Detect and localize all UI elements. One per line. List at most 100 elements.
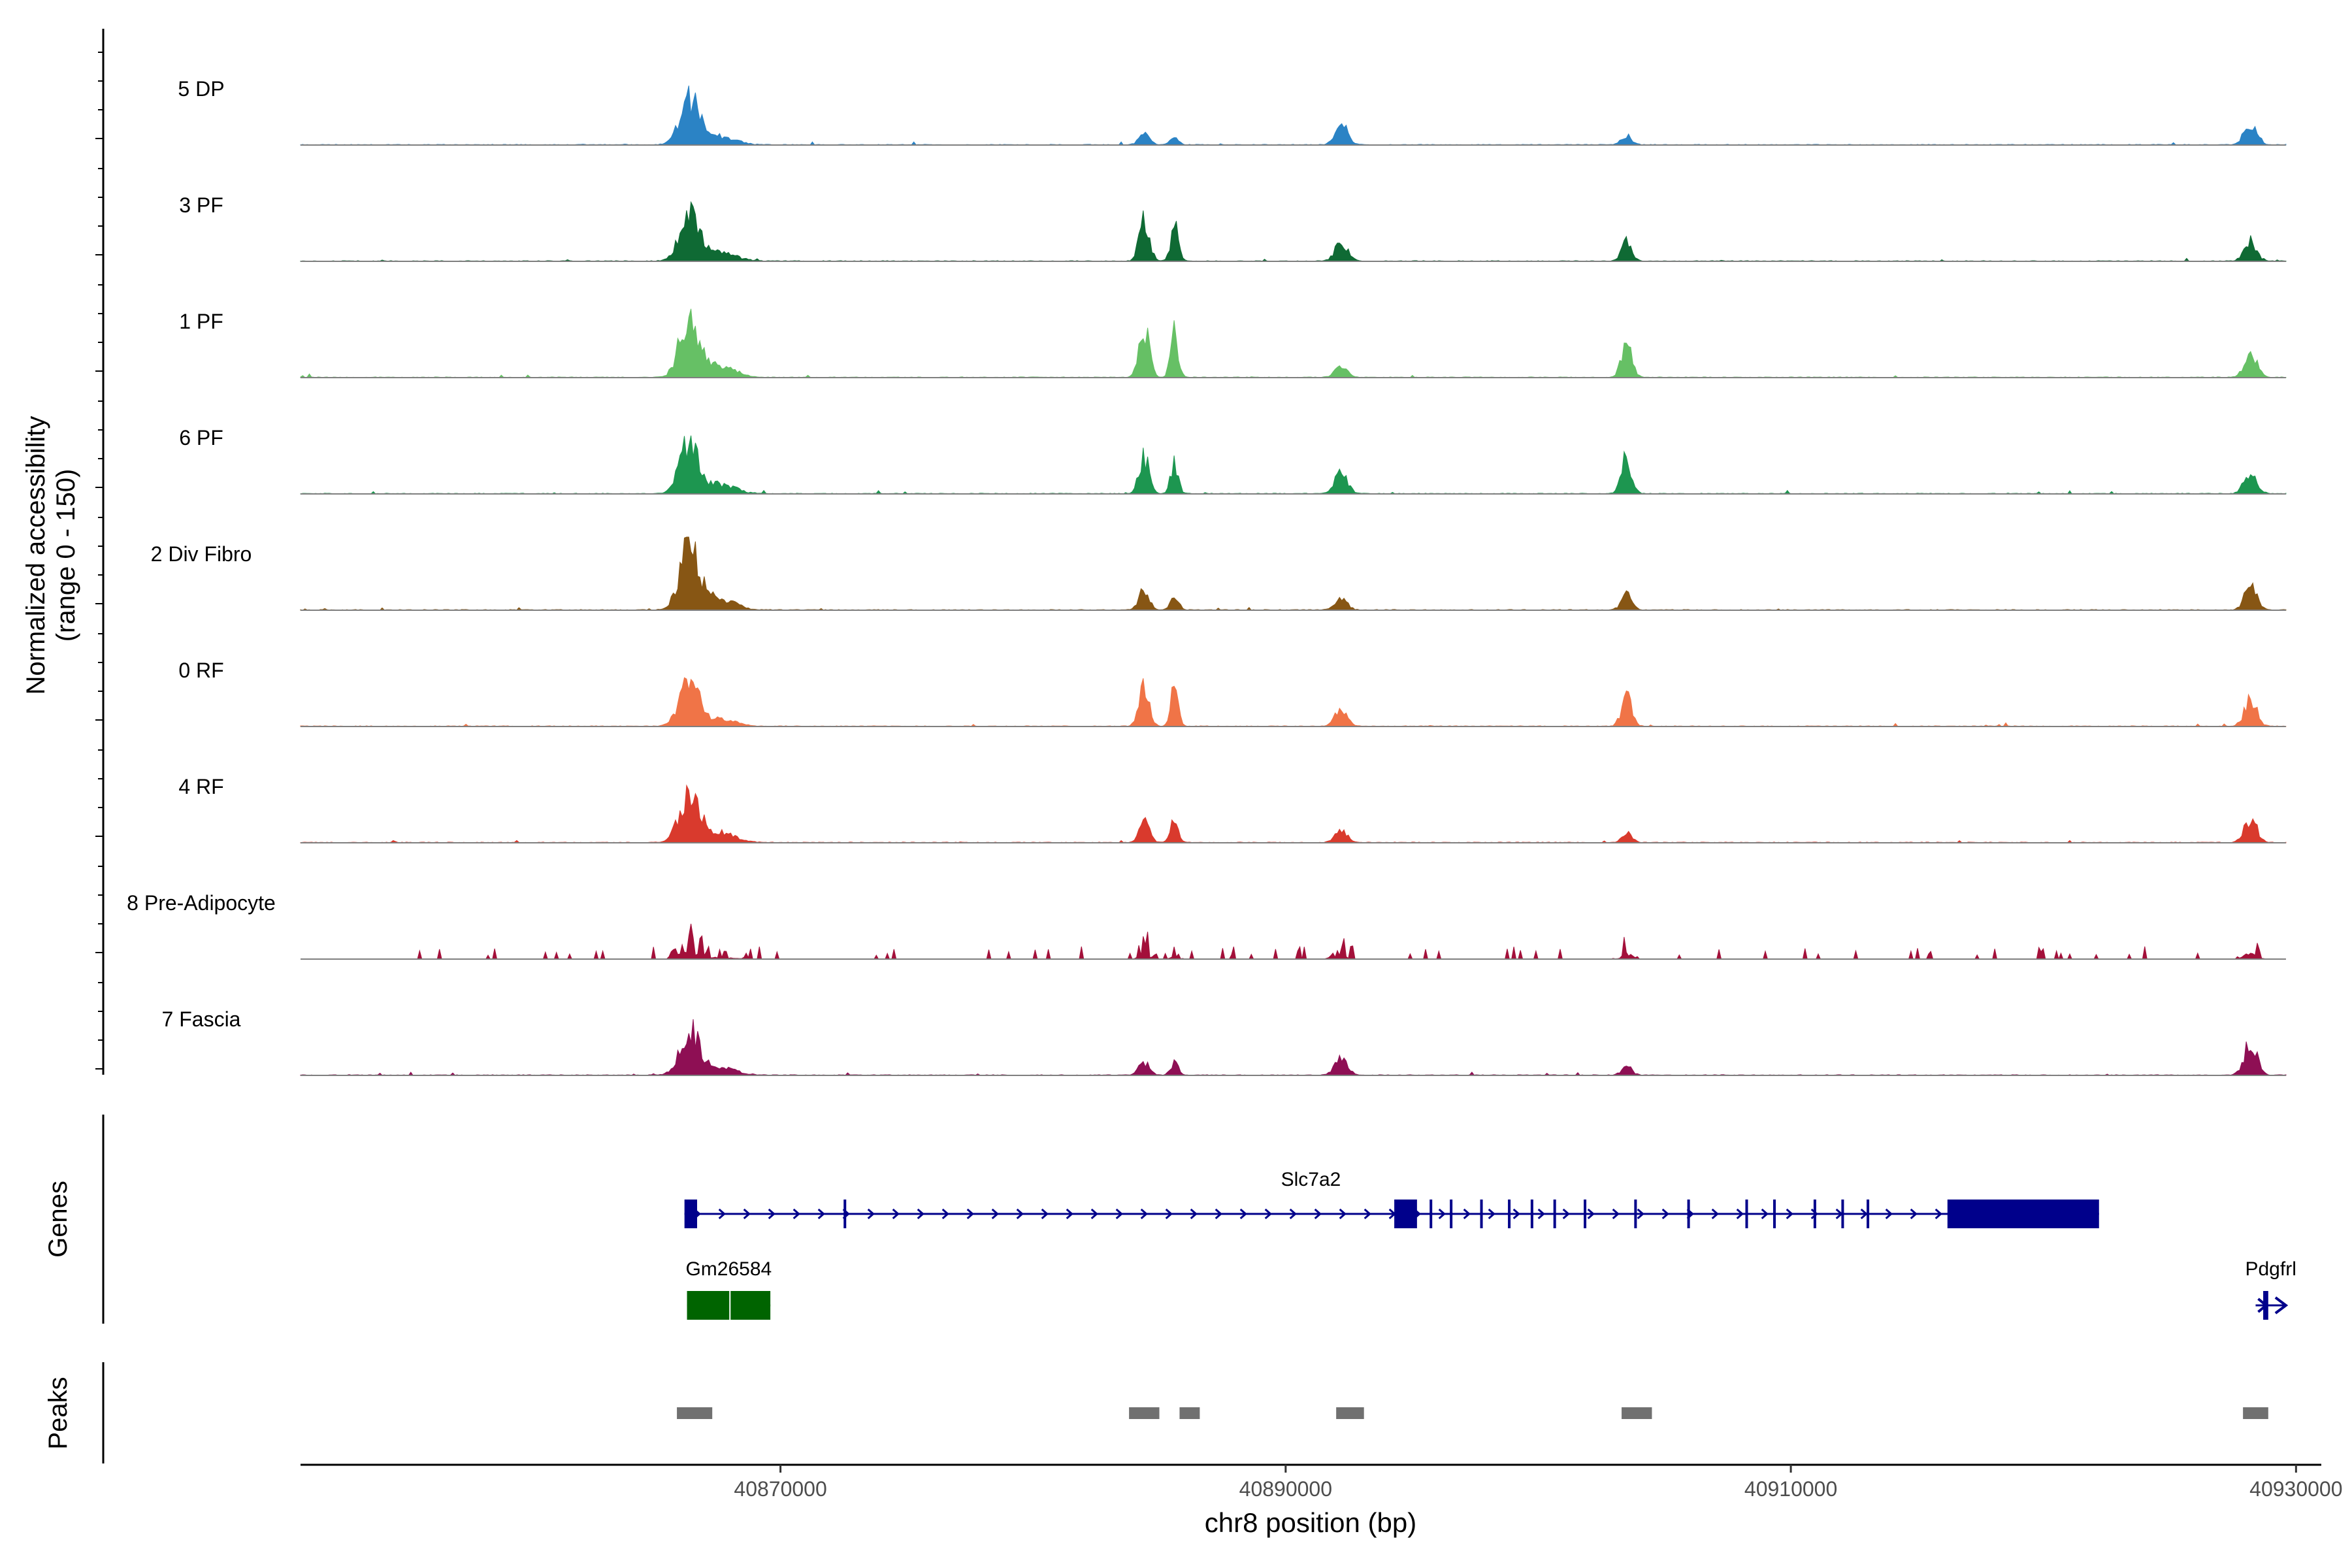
strand-arrow [2274, 1296, 2289, 1315]
strand-arrow [1165, 1208, 1173, 1220]
coverage-panel-ticks [95, 52, 103, 1070]
strand-arrow [1661, 1208, 1669, 1220]
coverage-area-1-pf [300, 308, 2287, 378]
track-label: 6 PF [179, 426, 223, 449]
strand-arrow [768, 1208, 776, 1220]
gene-exon [1634, 1200, 1637, 1228]
strand-arrow [1910, 1208, 1918, 1220]
gene-exon [1530, 1200, 1533, 1228]
track-4-rf: 4 RF [178, 775, 2287, 843]
strand-arrow [1786, 1208, 1793, 1220]
peak-region [1179, 1407, 1200, 1419]
peak-regions [677, 1407, 2268, 1419]
x-axis-title: chr8 position (bp) [1205, 1507, 1417, 1538]
track-5-dp: 5 DP [178, 77, 2287, 146]
strand-arrow [1612, 1208, 1620, 1220]
gene-slc7a2: Slc7a2 [684, 1169, 2099, 1228]
strand-arrow [1935, 1208, 1942, 1220]
strand-arrow [1364, 1208, 1371, 1220]
coverage-area-3-pf [300, 201, 2287, 262]
strand-arrow [1587, 1208, 1595, 1220]
gene-label: Gm26584 [685, 1258, 772, 1280]
coverage-area-5-dp [300, 85, 2287, 146]
strand-arrow [1264, 1208, 1272, 1220]
strand-arrow [2257, 1298, 2268, 1313]
strand-arrow [1066, 1208, 1073, 1220]
strand-arrow [718, 1208, 726, 1220]
track-label: 0 RF [178, 659, 223, 682]
track-label: 2 Div Fibro [151, 542, 252, 566]
peak-region [1336, 1407, 1364, 1419]
gene-exon [843, 1200, 847, 1228]
peak-region [1129, 1407, 1160, 1419]
track-6-pf: 6 PF [179, 426, 2287, 495]
track-1-pf: 1 PF [179, 308, 2287, 378]
y-axis-title: Normalized accessibility(range 0 - 150) [22, 416, 80, 695]
peaks-panel-label: Peaks [44, 1377, 73, 1449]
strand-arrow [1736, 1208, 1744, 1220]
strand-arrow [966, 1208, 974, 1220]
track-label: 4 RF [178, 775, 223, 798]
gene-exon [1394, 1200, 1417, 1228]
gene-label: Slc7a2 [1281, 1169, 1341, 1190]
coverage-area-6-pf [300, 435, 2287, 495]
x-tick-label: 40890000 [1239, 1477, 1332, 1501]
strand-arrow [1562, 1208, 1570, 1220]
strand-arrow [1016, 1208, 1024, 1220]
strand-arrow [1289, 1208, 1297, 1220]
coverage-area-0-rf [300, 677, 2287, 727]
gene-exon [1584, 1200, 1587, 1228]
strand-arrow [1215, 1208, 1222, 1220]
x-axis-ticks: 40870000 40890000 40910000 40930000 [734, 1465, 2343, 1501]
gene-exon [1813, 1200, 1816, 1228]
gene-exon [687, 1291, 771, 1320]
strand-arrow [917, 1208, 924, 1220]
x-tick-label: 40870000 [734, 1477, 826, 1501]
strand-arrow [1711, 1208, 1719, 1220]
strand-arrow [892, 1208, 900, 1220]
strand-arrow [1239, 1208, 1247, 1220]
strand-arrow [1463, 1208, 1471, 1220]
strand-arrow [1438, 1208, 1446, 1220]
coverage-tracks: 5 DP 3 PF 1 PF 6 PF 2 Div Fibro 0 RF 4 RF 8 Pre… [127, 77, 2287, 1076]
strand-arrow [792, 1208, 800, 1220]
coverage-area-4-rf [300, 784, 2287, 843]
strand-arrow [1314, 1208, 1322, 1220]
strand-arrow [867, 1208, 875, 1220]
gene-exon [1867, 1200, 1870, 1228]
strand-arrow [1488, 1208, 1495, 1220]
gene-exon [1947, 1200, 2099, 1228]
strand-arrow [685, 1206, 694, 1222]
strand-arrow [1860, 1208, 1868, 1220]
gene-exon [1773, 1200, 1776, 1228]
track-7-fascia: 7 Fascia [162, 1007, 2287, 1076]
track-label: 3 PF [179, 193, 223, 217]
genes-panel-label: Genes [44, 1181, 73, 1258]
gene-exon [1687, 1200, 1690, 1228]
strand-arrow [1512, 1208, 1520, 1220]
strand-arrow [1761, 1208, 1769, 1220]
gene-exon [1450, 1200, 1453, 1228]
strand-arrow [1339, 1208, 1347, 1220]
strand-arrow [1115, 1208, 1123, 1220]
gene-exon [1480, 1200, 1483, 1228]
coverage-area-2-div-fibro [300, 536, 2287, 611]
strand-arrow [1090, 1208, 1098, 1220]
gene-exon [1841, 1200, 1844, 1228]
strand-arrow [1810, 1208, 1818, 1220]
strand-arrow [817, 1208, 825, 1220]
gene-exon [1508, 1200, 1511, 1228]
y-axis-title-line: (range 0 - 150) [52, 469, 80, 642]
strand-arrow [991, 1208, 999, 1220]
y-axis-title-line: Normalized accessibility [22, 416, 50, 695]
gene-exon [1745, 1200, 1748, 1228]
track-0-rf: 0 RF [178, 659, 2287, 727]
gene-exon [1553, 1200, 1556, 1228]
coverage-area-7-fascia [300, 1019, 2287, 1076]
svg-text:Normalized accessibility(range: Normalized accessibility(range 0 - 150) [22, 416, 80, 695]
track-label: 7 Fascia [162, 1007, 241, 1031]
strand-arrow [1537, 1208, 1545, 1220]
gene-annotations: Slc7a2 Gm26584 Pdgfrl [684, 1169, 2296, 1320]
strand-arrow [1637, 1208, 1644, 1220]
strand-arrow [743, 1208, 751, 1220]
